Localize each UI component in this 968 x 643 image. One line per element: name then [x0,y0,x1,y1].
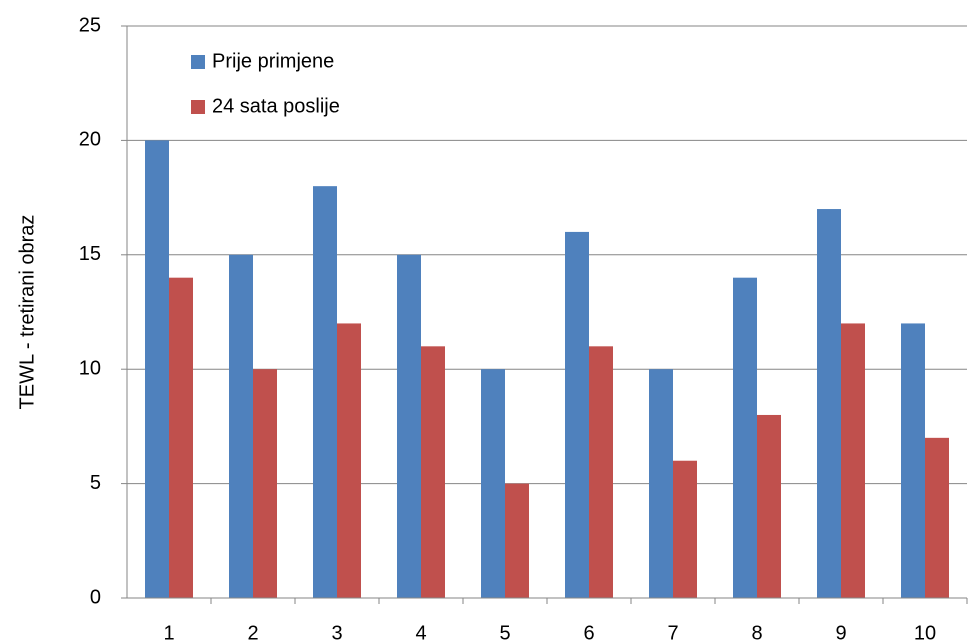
bar [565,231,589,599]
legend-label: 24 sata poslije [212,95,340,117]
x-tick-label: 1 [163,622,174,643]
y-tick-label: 0 [90,586,101,608]
x-tick-label: 4 [415,622,426,643]
bar [421,346,445,598]
x-tick-label: 10 [914,622,936,643]
y-tick-label: 5 [90,472,101,494]
bar [397,254,421,599]
bar [673,460,697,598]
bar [313,186,337,598]
legend-swatch [191,100,205,114]
x-tick-label: 8 [751,622,762,643]
bar [337,323,361,598]
y-tick-label: 25 [79,14,101,36]
bar [925,437,949,598]
x-tick-label: 9 [835,622,846,643]
x-tick-label: 3 [331,622,342,643]
bar [253,369,277,598]
bar [901,323,925,598]
bar [505,483,529,598]
bar [589,346,613,598]
legend-label: Prije primjene [212,50,334,72]
y-tick-label: 15 [79,243,101,265]
y-tick-label: 10 [79,357,101,379]
bar [145,140,169,598]
x-tick-label: 6 [583,622,594,643]
x-tick-label: 5 [499,622,510,643]
bar [733,277,757,598]
bar [481,369,505,598]
bar [169,277,193,598]
legend-swatch [191,55,205,69]
bar [841,323,865,598]
y-tick-label: 20 [79,129,101,151]
bar [649,369,673,598]
bar [229,254,253,599]
x-tick-label: 2 [247,622,258,643]
x-tick-label: 7 [667,622,678,643]
bar [817,209,841,599]
bar [757,414,781,598]
y-axis-label: TEWL - tretirani obraz [16,215,38,410]
